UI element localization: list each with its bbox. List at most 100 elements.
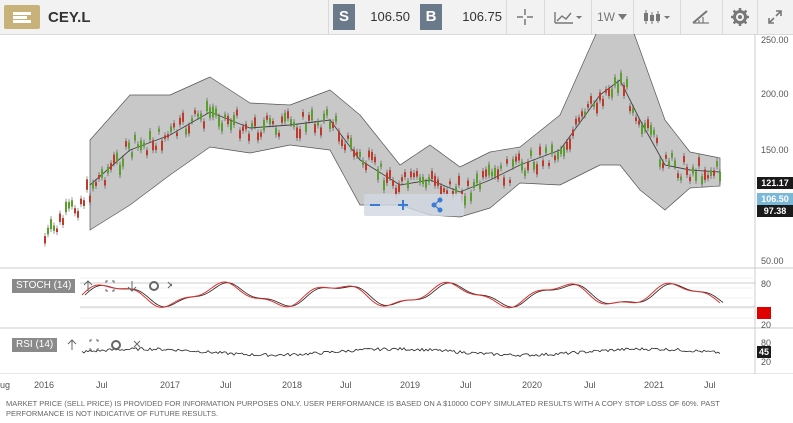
gear-icon[interactable] <box>111 340 121 350</box>
candle <box>488 164 490 176</box>
candle <box>449 181 451 185</box>
candle <box>656 137 658 144</box>
time-tick: Jul <box>704 380 716 390</box>
candle <box>65 201 67 213</box>
candle <box>584 111 586 116</box>
sell-tag: S <box>333 4 355 30</box>
buy-tag: B <box>420 4 442 30</box>
crosshair-button[interactable] <box>510 4 540 30</box>
candle <box>299 128 301 139</box>
candle <box>599 92 601 101</box>
candle <box>395 187 397 196</box>
candle <box>428 177 430 183</box>
chart-type-button[interactable] <box>548 4 588 30</box>
move-down-icon[interactable] <box>127 281 137 292</box>
rsi-tick-20: 20 <box>761 357 772 367</box>
candle <box>170 126 172 132</box>
candle <box>143 142 145 147</box>
candle <box>413 172 415 178</box>
candle <box>569 138 571 150</box>
candle <box>536 164 538 175</box>
candle <box>203 121 205 129</box>
gear-icon[interactable] <box>149 281 159 291</box>
stoch-d-line <box>84 282 724 308</box>
candle <box>356 151 358 156</box>
candle <box>254 117 256 127</box>
buy-price-box[interactable]: B 106.75 <box>420 4 505 30</box>
time-tick: 2021 <box>644 380 665 390</box>
candle <box>149 130 151 140</box>
candle <box>179 117 181 125</box>
candle <box>398 183 400 193</box>
candle <box>479 183 481 190</box>
candle <box>320 127 322 136</box>
chart-grid <box>0 34 793 374</box>
instrument-logo <box>4 5 40 29</box>
candle <box>566 141 568 150</box>
stoch-tick-20: 20 <box>761 320 772 330</box>
candle <box>482 170 484 178</box>
move-up-icon[interactable] <box>83 280 93 291</box>
candle <box>98 175 100 179</box>
candle <box>497 169 499 180</box>
close-icon[interactable] <box>167 281 172 289</box>
candle <box>704 169 706 181</box>
candle <box>194 110 196 114</box>
candle <box>137 144 139 148</box>
candle <box>602 98 604 107</box>
rsi-panel-tools <box>67 339 141 351</box>
candle <box>185 128 187 135</box>
close-icon[interactable] <box>133 340 141 348</box>
candle <box>626 79 628 88</box>
candle <box>416 170 418 177</box>
candle <box>485 169 487 177</box>
candle <box>617 82 619 93</box>
candle <box>641 124 643 135</box>
expand-panel-icon[interactable] <box>105 280 115 292</box>
crosshair-icon <box>517 9 533 25</box>
expand-panel-icon[interactable] <box>89 339 99 351</box>
candle <box>332 122 334 129</box>
toolbar-divider <box>328 0 329 34</box>
zoom-in-icon[interactable] <box>398 200 408 210</box>
price-tick: 200.00 <box>761 89 789 99</box>
fullscreen-button[interactable] <box>761 4 789 30</box>
candle <box>314 124 316 133</box>
candle <box>326 109 328 116</box>
rsi-label[interactable]: RSI (14) <box>12 338 58 352</box>
candle <box>140 140 142 151</box>
timeframe-select[interactable]: 1W <box>595 4 629 30</box>
candle <box>452 190 454 197</box>
draw-button[interactable] <box>684 4 718 30</box>
candle <box>47 227 49 235</box>
candle <box>533 161 535 170</box>
candle <box>578 117 580 122</box>
move-up-icon[interactable] <box>67 339 77 350</box>
candle-type-button[interactable] <box>637 4 677 30</box>
candle <box>359 151 361 157</box>
candle <box>371 151 373 160</box>
price-chart[interactable] <box>0 34 793 374</box>
stoch-label[interactable]: STOCH (14) <box>12 279 76 293</box>
sell-price-box[interactable]: S 106.50 <box>333 4 418 30</box>
candle <box>287 111 289 119</box>
toolbar-divider <box>680 0 681 34</box>
candle <box>632 107 634 113</box>
toolbar-divider <box>722 0 723 34</box>
candle <box>248 133 250 141</box>
candle <box>674 160 676 167</box>
candle <box>209 107 211 118</box>
chart-toolbar: CEY.L S 106.50 B 106.75 1W <box>0 0 793 35</box>
candle <box>434 175 436 186</box>
candle <box>269 117 271 125</box>
candle <box>455 186 457 194</box>
candle <box>677 173 679 178</box>
time-tick: 2019 <box>400 380 421 390</box>
candle <box>590 95 592 104</box>
candle <box>713 170 715 176</box>
settings-button[interactable] <box>726 4 754 30</box>
share-icon[interactable] <box>431 197 443 213</box>
candle <box>554 155 556 161</box>
candle <box>464 195 466 206</box>
candle <box>503 177 505 186</box>
